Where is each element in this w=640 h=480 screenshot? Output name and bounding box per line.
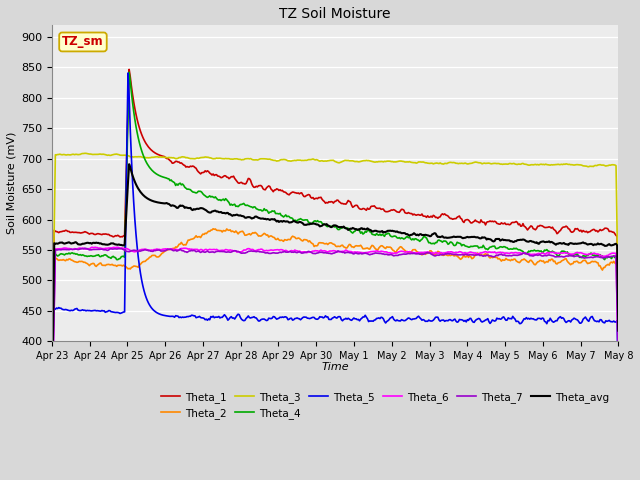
Theta_1 xyxy=(322,200,330,206)
Theta_7 xyxy=(48,414,56,420)
Theta_2 xyxy=(513,259,521,264)
Theta_5 xyxy=(602,318,610,324)
Theta_1 xyxy=(513,219,521,225)
Theta_avg xyxy=(387,228,394,233)
Theta_7 xyxy=(356,251,364,256)
Theta_4 xyxy=(356,228,364,234)
Theta_4 xyxy=(513,246,521,252)
Theta_7 xyxy=(318,250,326,255)
Theta_avg xyxy=(318,223,326,228)
Theta_5 xyxy=(513,318,521,324)
Theta_avg xyxy=(614,328,622,334)
Theta_6 xyxy=(48,414,56,420)
Theta_4 xyxy=(125,70,133,75)
Theta_avg xyxy=(48,411,56,417)
Theta_avg xyxy=(356,227,364,232)
Theta_4 xyxy=(318,220,326,226)
Legend: Theta_1, Theta_2, Theta_3, Theta_4, Theta_5, Theta_6, Theta_7, Theta_avg: Theta_1, Theta_2, Theta_3, Theta_4, Thet… xyxy=(157,387,613,423)
Theta_1 xyxy=(48,405,56,411)
Line: Theta_6: Theta_6 xyxy=(52,247,618,417)
Theta_7 xyxy=(81,245,89,251)
Theta_6 xyxy=(513,250,521,256)
Line: Theta_7: Theta_7 xyxy=(52,248,618,417)
Theta_7 xyxy=(614,363,622,369)
Theta_4 xyxy=(387,233,394,239)
Theta_2 xyxy=(387,244,394,250)
Theta_1 xyxy=(356,206,364,212)
Theta_avg xyxy=(125,161,133,167)
Theta_3 xyxy=(513,162,521,168)
Theta_6 xyxy=(318,248,326,254)
Theta_7 xyxy=(387,252,394,257)
Theta_5 xyxy=(322,313,330,319)
Theta_6 xyxy=(322,248,330,254)
Theta_7 xyxy=(322,250,330,255)
Title: TZ Soil Moisture: TZ Soil Moisture xyxy=(280,7,391,21)
Theta_3 xyxy=(48,367,56,373)
Line: Theta_5: Theta_5 xyxy=(52,73,618,407)
Theta_3 xyxy=(356,159,364,165)
Line: Theta_1: Theta_1 xyxy=(52,70,618,408)
Theta_3 xyxy=(614,303,622,309)
Theta_4 xyxy=(614,337,622,343)
Theta_2 xyxy=(318,240,326,246)
Theta_5 xyxy=(387,315,394,321)
Theta_2 xyxy=(209,226,217,232)
Line: Theta_avg: Theta_avg xyxy=(52,164,618,414)
Theta_4 xyxy=(322,222,330,228)
Theta_2 xyxy=(356,243,364,249)
Theta_1 xyxy=(387,208,394,214)
Theta_3 xyxy=(81,150,89,156)
Theta_1 xyxy=(125,67,133,72)
Theta_3 xyxy=(387,158,394,164)
Theta_7 xyxy=(513,252,521,258)
Theta_2 xyxy=(322,241,330,247)
X-axis label: Time: Time xyxy=(321,362,349,372)
Theta_6 xyxy=(602,253,610,259)
Line: Theta_3: Theta_3 xyxy=(52,153,618,370)
Y-axis label: Soil Moisture (mV): Soil Moisture (mV) xyxy=(7,132,17,234)
Line: Theta_4: Theta_4 xyxy=(52,72,618,418)
Line: Theta_2: Theta_2 xyxy=(52,229,618,422)
Theta_avg xyxy=(513,237,521,243)
Theta_7 xyxy=(602,254,610,260)
Theta_3 xyxy=(602,163,610,169)
Theta_3 xyxy=(318,158,326,164)
Theta_avg xyxy=(602,243,610,249)
Theta_5 xyxy=(356,318,364,324)
Theta_5 xyxy=(124,70,132,76)
Theta_4 xyxy=(602,254,610,260)
Theta_6 xyxy=(614,361,622,367)
Theta_1 xyxy=(318,196,326,202)
Text: TZ_sm: TZ_sm xyxy=(62,36,104,48)
Theta_3 xyxy=(322,158,330,164)
Theta_1 xyxy=(614,321,622,327)
Theta_6 xyxy=(387,250,394,256)
Theta_5 xyxy=(614,404,622,410)
Theta_5 xyxy=(48,396,56,402)
Theta_2 xyxy=(48,420,56,425)
Theta_1 xyxy=(602,225,610,231)
Theta_5 xyxy=(318,314,326,320)
Theta_4 xyxy=(48,415,56,421)
Theta_6 xyxy=(356,250,364,255)
Theta_avg xyxy=(322,222,330,228)
Theta_6 xyxy=(92,244,99,250)
Theta_2 xyxy=(602,263,610,269)
Theta_2 xyxy=(614,343,622,348)
